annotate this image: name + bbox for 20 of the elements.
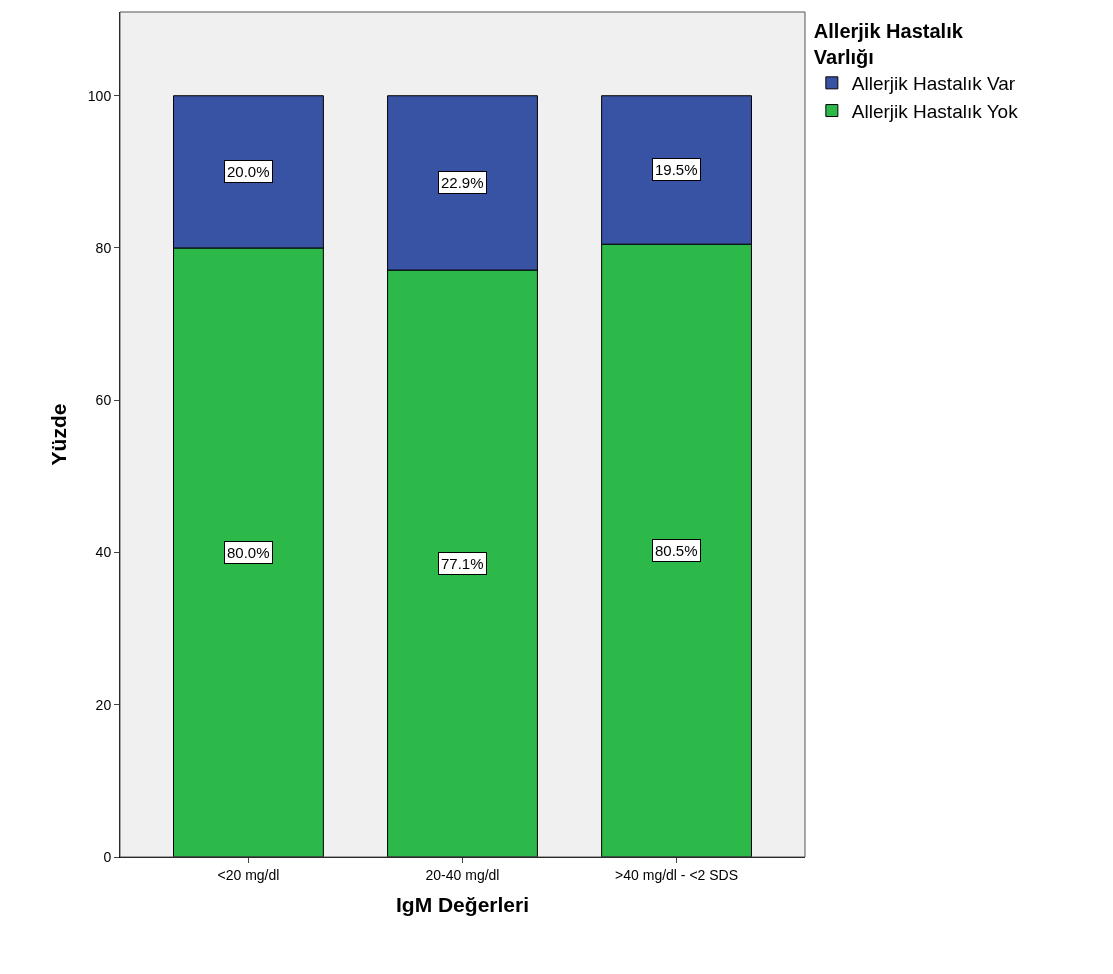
x-tick-label: <20 mg/dl [217,866,280,883]
x-axis-title: IgM Değerleri [395,893,530,916]
legend-title: Allerjik Hastalık Varlığı [813,20,964,68]
y-tick-label: 20 [95,696,112,713]
y-tick-label: 0 [103,848,112,865]
legend-label: Allerjik Hastalık Yok [851,100,1019,122]
data-label: 80.0% [227,544,270,561]
y-tick-label: 60 [95,392,112,409]
x-tick-label: >40 mg/dl - <2 SDS [615,866,739,883]
y-tick-label: 100 [87,87,112,104]
data-label: 77.1% [441,555,484,572]
legend-label: Allerjik Hastalık Var [851,73,1016,95]
data-label: 20.0% [227,163,270,180]
y-tick-label: 40 [95,544,112,561]
x-tick-label: 20-40 mg/dl [425,866,500,883]
data-label: 22.9% [441,174,484,191]
y-axis-title: Yüzde [46,403,70,466]
data-label: 19.5% [655,161,698,178]
data-label: 80.5% [655,542,698,559]
y-tick-label: 80 [95,239,112,256]
